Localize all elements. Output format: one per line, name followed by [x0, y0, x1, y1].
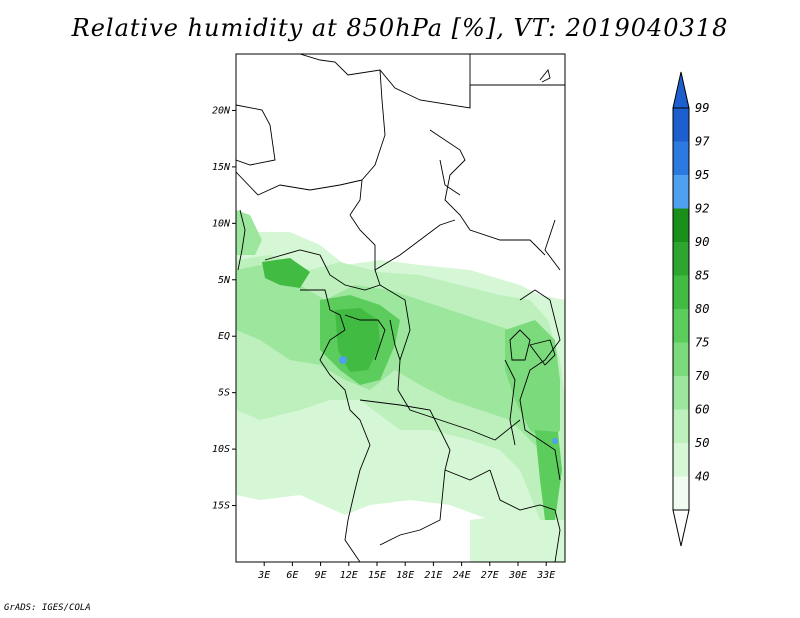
colorbar-swatch — [673, 242, 689, 276]
lon-label: 30E — [508, 570, 527, 581]
colorbar-label: 80 — [695, 302, 709, 316]
colorbar-label: 60 — [695, 403, 709, 417]
colorbar-swatch — [673, 376, 689, 410]
colorbar: 99 97 95 92 90 85 80 75 70 60 50 40 — [672, 71, 710, 547]
lat-label: 20N — [212, 105, 231, 116]
humidity-field — [236, 210, 565, 562]
colorbar-swatch — [673, 409, 689, 443]
lat-label: 5N — [218, 275, 231, 286]
colorbar-swatch — [673, 208, 689, 242]
colorbar-label: 70 — [695, 369, 709, 383]
map-title: Relative humidity at 850hPa [%], VT: 201… — [71, 14, 729, 42]
humidity-spot-blue — [339, 356, 347, 364]
colorbar-swatch — [673, 309, 689, 343]
lon-label: 15E — [368, 570, 386, 581]
map-frame — [235, 53, 566, 563]
humidity-region-congo — [236, 262, 555, 450]
colorbar-label: 90 — [695, 235, 709, 249]
humidity-region-north — [236, 210, 262, 255]
lon-label: 33E — [536, 570, 555, 581]
humidity-region-core2 — [335, 308, 380, 372]
colorbar-swatch — [673, 275, 689, 309]
colorbar-swatch — [673, 175, 689, 209]
humidity-region-east — [505, 320, 560, 445]
colorbar-swatch — [673, 476, 689, 510]
humidity-spot-blue2 — [552, 438, 558, 444]
lon-label: 12E — [340, 570, 358, 581]
colorbar-label: 92 — [695, 202, 709, 216]
colorbar-label: 85 — [695, 269, 709, 283]
country-borders — [236, 54, 565, 562]
colorbar-label: 40 — [695, 470, 709, 484]
lat-axis: 20N 15N 10N 5N EQ 5S 10S 15S — [212, 105, 236, 512]
colorbar-label: 50 — [695, 436, 709, 450]
lon-label: 24E — [453, 570, 471, 581]
lon-label: 6E — [286, 570, 298, 581]
lon-label: 9E — [315, 570, 327, 581]
lat-label: 10N — [212, 218, 231, 229]
colorbar-bottom-arrow — [672, 509, 690, 547]
colorbar-label: 95 — [695, 168, 709, 182]
colorbar-label: 75 — [695, 336, 709, 350]
lat-label: 10S — [212, 444, 230, 455]
lat-label: 15N — [212, 162, 231, 173]
colorbar-swatch — [673, 108, 689, 142]
lon-label: 18E — [396, 570, 414, 581]
lon-label: 21E — [424, 570, 442, 581]
humidity-region-south — [470, 515, 565, 562]
grads-credit: GrADS: IGES/COLA — [4, 603, 91, 613]
colorbar-label: 99 — [695, 101, 709, 115]
colorbar-swatch — [673, 342, 689, 376]
lat-label: EQ — [218, 331, 230, 342]
colorbar-swatch — [673, 141, 689, 175]
colorbar-label: 97 — [695, 135, 710, 149]
colorbar-swatch — [673, 443, 689, 477]
humidity-region-cameroon — [262, 258, 310, 288]
lon-label: 3E — [257, 570, 270, 581]
lat-label: 5S — [218, 388, 230, 399]
lat-label: 15S — [212, 501, 230, 512]
colorbar-top-arrow — [672, 71, 690, 109]
lon-axis: 3E 6E 9E 12E 15E 18E 21E 24E 27E 30E 33E — [257, 562, 555, 581]
lon-label: 27E — [481, 570, 499, 581]
